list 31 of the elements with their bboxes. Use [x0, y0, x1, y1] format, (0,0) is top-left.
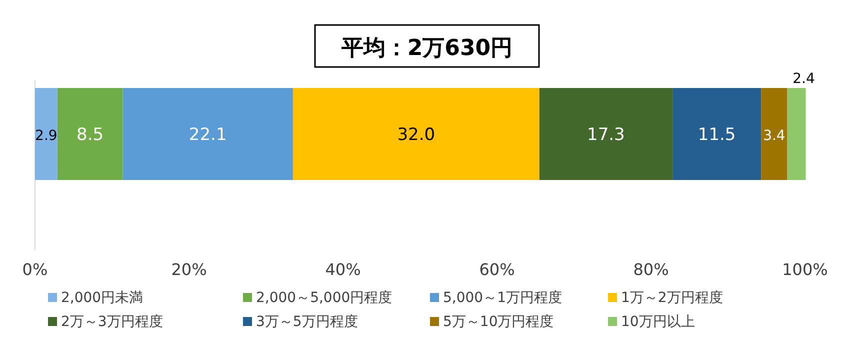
chart-title: 平均：2万630円: [340, 36, 513, 61]
legend-label: 2,000円未満: [61, 290, 144, 306]
legend-label: 2,000～5,000円程度: [256, 290, 392, 306]
legend-label: 3万～5万円程度: [256, 314, 358, 330]
data-label: 17.3: [587, 125, 625, 145]
data-label: 2.4: [792, 71, 815, 87]
data-label: 11.5: [698, 125, 736, 145]
bar: [57, 88, 123, 180]
x-tick-label: 0%: [22, 260, 48, 279]
bar: [672, 88, 762, 180]
data-label: 3.4: [763, 128, 786, 144]
bar: [787, 88, 806, 180]
x-tick-label: 40%: [325, 260, 361, 279]
bar: [539, 88, 673, 180]
legend-label: 1万～2万円程度: [621, 290, 723, 306]
legend-label: 5,000～1万円程度: [443, 290, 562, 306]
x-tick-label: 80%: [633, 260, 669, 279]
x-tick-label: 100%: [782, 260, 828, 279]
data-label: 22.1: [188, 125, 227, 145]
legend-label: 2万～3万円程度: [61, 314, 163, 330]
data-label: 8.5: [76, 125, 104, 145]
bar: [122, 88, 293, 180]
legend-label: 5万～10万円程度: [443, 314, 554, 330]
data-label: 2.9: [35, 128, 58, 144]
bar: [35, 88, 58, 180]
bar: [292, 88, 540, 180]
data-label: 32.0: [397, 125, 436, 145]
x-tick-label: 20%: [171, 260, 207, 279]
x-tick-label: 60%: [479, 260, 515, 279]
bar: [761, 88, 788, 180]
legend-label: 10万円以上: [621, 314, 695, 330]
